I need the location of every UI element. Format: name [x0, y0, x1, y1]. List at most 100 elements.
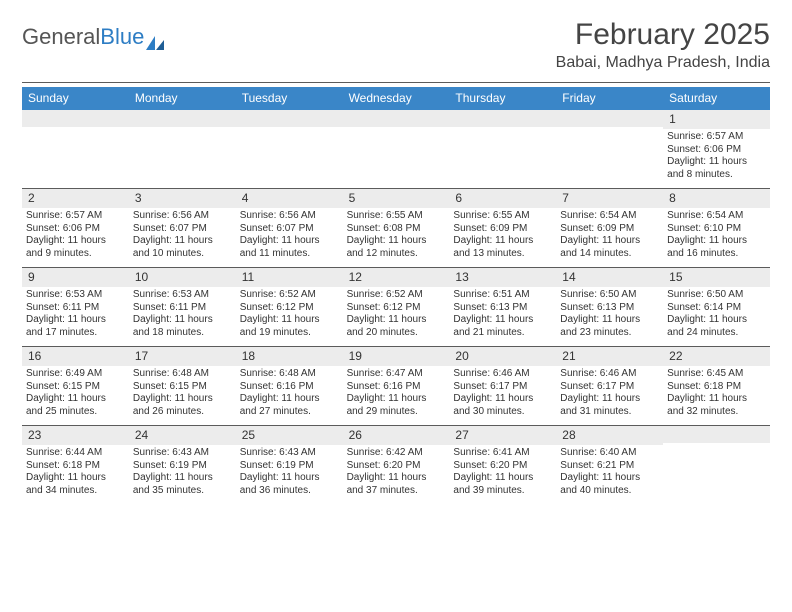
sunrise-text: Sunrise: 6:55 AM	[453, 210, 552, 223]
sunrise-text: Sunrise: 6:48 AM	[133, 368, 232, 381]
sunrise-text: Sunrise: 6:54 AM	[667, 210, 766, 223]
day-cell	[343, 110, 450, 188]
day-number: 9	[22, 268, 129, 287]
weekday-label: Friday	[556, 87, 663, 110]
daylight-text: Daylight: 11 hours and 36 minutes.	[240, 472, 339, 497]
sunset-text: Sunset: 6:14 PM	[667, 302, 766, 315]
daylight-text: Daylight: 11 hours and 23 minutes.	[560, 314, 659, 339]
calendar-page: GeneralBlue February 2025 Babai, Madhya …	[0, 0, 792, 514]
sunrise-text: Sunrise: 6:44 AM	[26, 447, 125, 460]
day-cell: 23 Sunrise: 6:44 AMSunset: 6:18 PMDayligh…	[22, 426, 129, 504]
daylight-text: Daylight: 11 hours and 14 minutes.	[560, 235, 659, 260]
day-cell	[663, 426, 770, 504]
sunset-text: Sunset: 6:18 PM	[26, 460, 125, 473]
week-row: 16Sunrise: 6:49 AMSunset: 6:15 PMDayligh…	[22, 347, 770, 426]
sunrise-text: Sunrise: 6:50 AM	[667, 289, 766, 302]
day-cell: 6Sunrise: 6:55 AMSunset: 6:09 PMDaylight…	[449, 189, 556, 267]
brand-logo: GeneralBlue	[22, 18, 164, 50]
sunrise-text: Sunrise: 6:46 AM	[453, 368, 552, 381]
day-cell: 13Sunrise: 6:51 AMSunset: 6:13 PMDayligh…	[449, 268, 556, 346]
day-cell: 24Sunrise: 6:43 AMSunset: 6:19 PMDayligh…	[129, 426, 236, 504]
sunset-text: Sunset: 6:16 PM	[347, 381, 446, 394]
day-cell: 26Sunrise: 6:42 AMSunset: 6:20 PMDayligh…	[343, 426, 450, 504]
logo-text-general: General	[22, 24, 100, 50]
day-number: 3	[129, 189, 236, 208]
day-number: 4	[236, 189, 343, 208]
day-cell: 9Sunrise: 6:53 AMSunset: 6:11 PMDaylight…	[22, 268, 129, 346]
week-row: 9Sunrise: 6:53 AMSunset: 6:11 PMDaylight…	[22, 268, 770, 347]
sunset-text: Sunset: 6:06 PM	[26, 223, 125, 236]
day-number: 15	[663, 268, 770, 287]
sunrise-text: Sunrise: 6:43 AM	[240, 447, 339, 460]
daylight-text: Daylight: 11 hours and 26 minutes.	[133, 393, 232, 418]
daylight-text: Daylight: 11 hours and 40 minutes.	[560, 472, 659, 497]
day-cell: 10Sunrise: 6:53 AMSunset: 6:11 PMDayligh…	[129, 268, 236, 346]
day-cell: 22Sunrise: 6:45 AMSunset: 6:18 PMDayligh…	[663, 347, 770, 425]
day-cell: 28Sunrise: 6:40 AMSunset: 6:21 PMDayligh…	[556, 426, 663, 504]
day-number: 17	[129, 347, 236, 366]
weekday-label: Saturday	[663, 87, 770, 110]
daylight-text: Daylight: 11 hours and 37 minutes.	[347, 472, 446, 497]
daylight-text: Daylight: 11 hours and 21 minutes.	[453, 314, 552, 339]
weekday-label: Wednesday	[343, 87, 450, 110]
daylight-text: Daylight: 11 hours and 39 minutes.	[453, 472, 552, 497]
sunrise-text: Sunrise: 6:52 AM	[240, 289, 339, 302]
day-number: 28	[556, 426, 663, 445]
sunrise-text: Sunrise: 6:54 AM	[560, 210, 659, 223]
daylight-text: Daylight: 11 hours and 32 minutes.	[667, 393, 766, 418]
day-number: 24	[129, 426, 236, 445]
day-number: 14	[556, 268, 663, 287]
week-row: 1Sunrise: 6:57 AMSunset: 6:06 PMDaylight…	[22, 110, 770, 189]
header-divider	[22, 82, 770, 83]
sunrise-text: Sunrise: 6:57 AM	[667, 131, 766, 144]
sunrise-text: Sunrise: 6:56 AM	[133, 210, 232, 223]
title-block: February 2025 Babai, Madhya Pradesh, Ind…	[556, 18, 770, 72]
day-cell: 7Sunrise: 6:54 AMSunset: 6:09 PMDaylight…	[556, 189, 663, 267]
day-cell: 15Sunrise: 6:50 AMSunset: 6:14 PMDayligh…	[663, 268, 770, 346]
daylight-text: Daylight: 11 hours and 27 minutes.	[240, 393, 339, 418]
sunset-text: Sunset: 6:12 PM	[347, 302, 446, 315]
daylight-text: Daylight: 11 hours and 18 minutes.	[133, 314, 232, 339]
day-number: 20	[449, 347, 556, 366]
daylight-text: Daylight: 11 hours and 34 minutes.	[26, 472, 125, 497]
day-cell: 1Sunrise: 6:57 AMSunset: 6:06 PMDaylight…	[663, 110, 770, 188]
daylight-text: Daylight: 11 hours and 9 minutes.	[26, 235, 125, 260]
sunset-text: Sunset: 6:07 PM	[240, 223, 339, 236]
sunset-text: Sunset: 6:11 PM	[26, 302, 125, 315]
day-cell	[236, 110, 343, 188]
sunset-text: Sunset: 6:15 PM	[26, 381, 125, 394]
sunrise-text: Sunrise: 6:55 AM	[347, 210, 446, 223]
page-title: February 2025	[556, 18, 770, 52]
day-number: 23	[22, 426, 129, 445]
sunrise-text: Sunrise: 6:50 AM	[560, 289, 659, 302]
sunset-text: Sunset: 6:20 PM	[453, 460, 552, 473]
day-cell	[556, 110, 663, 188]
day-number: 18	[236, 347, 343, 366]
daylight-text: Daylight: 11 hours and 20 minutes.	[347, 314, 446, 339]
sunrise-text: Sunrise: 6:51 AM	[453, 289, 552, 302]
page-header: GeneralBlue February 2025 Babai, Madhya …	[22, 18, 770, 72]
sunrise-text: Sunrise: 6:47 AM	[347, 368, 446, 381]
sunset-text: Sunset: 6:08 PM	[347, 223, 446, 236]
day-cell: 3Sunrise: 6:56 AMSunset: 6:07 PMDaylight…	[129, 189, 236, 267]
day-number: 19	[343, 347, 450, 366]
day-number	[22, 110, 129, 127]
day-cell: 17 Sunrise: 6:48 AMSunset: 6:15 PMDayligh…	[129, 347, 236, 425]
day-cell: 8Sunrise: 6:54 AMSunset: 6:10 PMDaylight…	[663, 189, 770, 267]
day-cell: 11Sunrise: 6:52 AMSunset: 6:12 PMDayligh…	[236, 268, 343, 346]
sunset-text: Sunset: 6:15 PM	[133, 381, 232, 394]
day-number: 26	[343, 426, 450, 445]
weekday-label: Tuesday	[236, 87, 343, 110]
daylight-text: Daylight: 11 hours and 10 minutes.	[133, 235, 232, 260]
sunset-text: Sunset: 6:10 PM	[667, 223, 766, 236]
sunrise-text: Sunrise: 6:40 AM	[560, 447, 659, 460]
sunset-text: Sunset: 6:17 PM	[560, 381, 659, 394]
sunset-text: Sunset: 6:09 PM	[560, 223, 659, 236]
sunset-text: Sunset: 6:17 PM	[453, 381, 552, 394]
sunset-text: Sunset: 6:06 PM	[667, 144, 766, 157]
day-cell: 21Sunrise: 6:46 AMSunset: 6:17 PMDayligh…	[556, 347, 663, 425]
daylight-text: Daylight: 11 hours and 11 minutes.	[240, 235, 339, 260]
sunrise-text: Sunrise: 6:42 AM	[347, 447, 446, 460]
day-number	[556, 110, 663, 127]
sunrise-text: Sunrise: 6:43 AM	[133, 447, 232, 460]
